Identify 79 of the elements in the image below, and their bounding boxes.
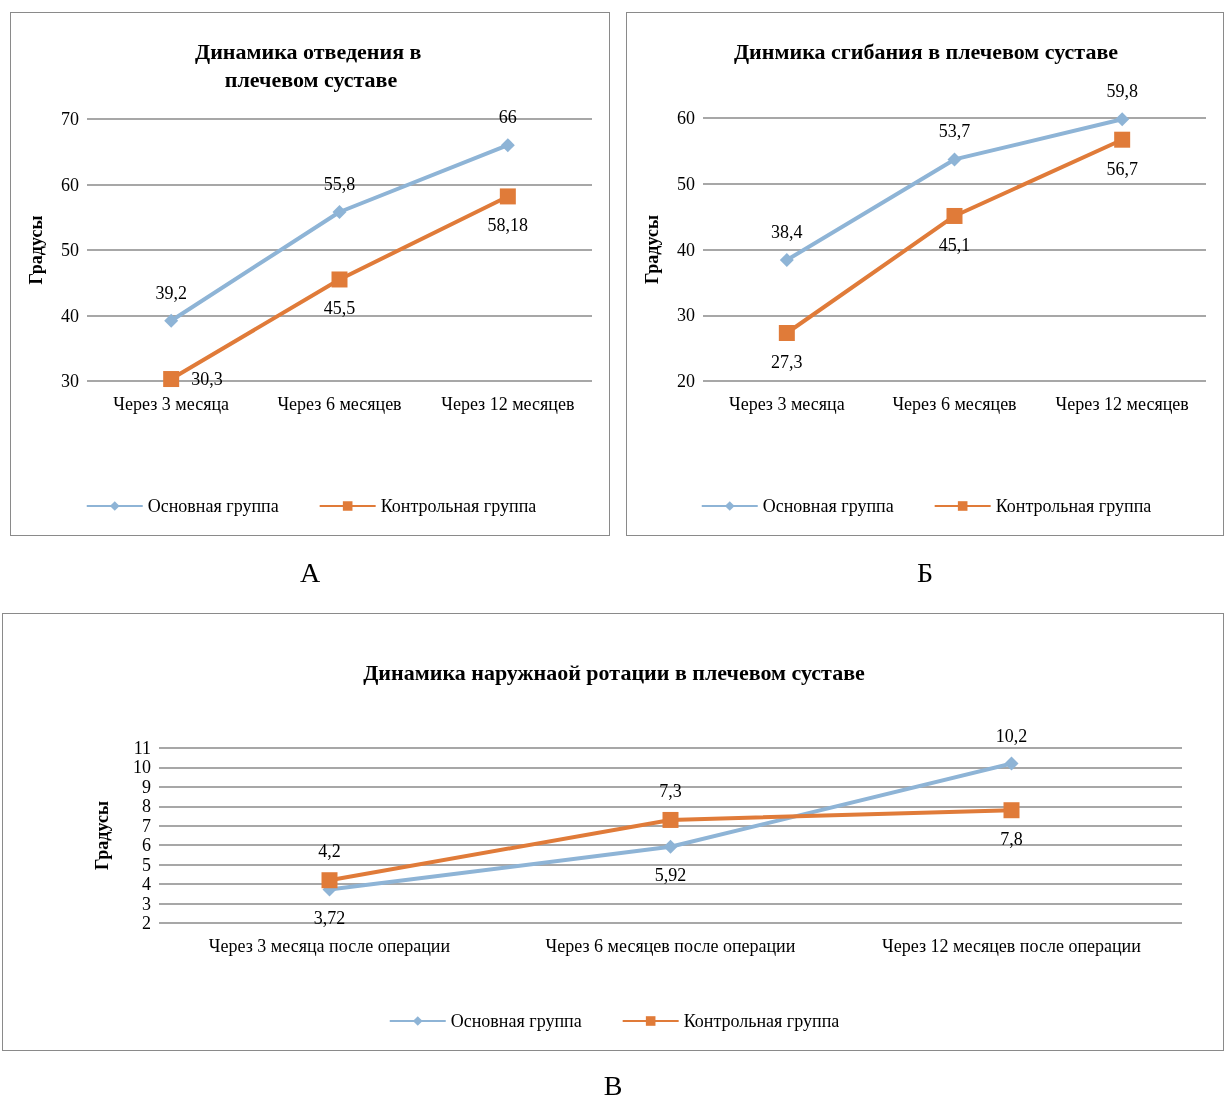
text: В	[602, 1070, 624, 1102]
y-tick-label: 40	[677, 239, 695, 260]
y-tick-label: 2	[142, 913, 151, 933]
point	[1115, 112, 1130, 127]
point	[164, 313, 179, 328]
y-tick-label: 30	[677, 305, 695, 326]
y-tick-label: 9	[142, 776, 151, 797]
point	[499, 188, 516, 205]
point	[1004, 756, 1019, 771]
y-tick-label: 10	[133, 757, 151, 778]
data-label: 45,1	[938, 234, 971, 255]
text: А	[298, 557, 322, 589]
point	[321, 872, 338, 889]
data-label: 39,2	[155, 282, 187, 303]
data-label: 5,92	[654, 864, 687, 885]
data-label: 30,3	[191, 369, 223, 390]
point	[332, 205, 347, 220]
point	[163, 371, 180, 388]
y-tick-label: 6	[142, 835, 151, 856]
x-tick-label: Через 6 месяцев	[277, 394, 402, 414]
data-label: 53,7	[938, 121, 971, 142]
y-axis-title: Градусы	[92, 801, 112, 870]
point	[947, 152, 962, 167]
data-label: 59,8	[1106, 81, 1138, 102]
x-tick-label: Через 6 месяцев	[892, 394, 1017, 414]
y-tick-label: 11	[133, 738, 151, 758]
x-tick-label: Через 6 месяцев после операции	[545, 936, 796, 956]
point	[1003, 802, 1020, 819]
x-tick-label: Через 3 месяца после операции	[208, 936, 451, 956]
legend-label: Контрольная группа	[380, 496, 537, 516]
point	[331, 271, 348, 288]
data-label: 3,72	[313, 907, 346, 928]
y-tick-label: 40	[61, 305, 79, 326]
x-tick-label: Через 12 месяцев	[441, 394, 575, 414]
chart-title: Динамика наружнаой ротации в плечевом суставе	[363, 659, 865, 685]
x-tick-label: Через 12 месяцев	[1055, 394, 1189, 414]
chart-title: Динмика сгибания в плечевом суставе	[733, 38, 1119, 64]
y-axis-title: Градусы	[26, 215, 46, 285]
data-label: 55,8	[323, 174, 356, 195]
y-tick-label: 8	[142, 796, 151, 817]
y-tick-label: 20	[677, 371, 695, 391]
point	[778, 325, 795, 341]
y-tick-label: 3	[142, 893, 151, 914]
point	[779, 253, 794, 268]
y-tick-label: 30	[61, 371, 79, 391]
legend-label: Основная группа	[147, 496, 279, 516]
point	[663, 839, 678, 854]
data-label: 58,18	[487, 215, 529, 236]
data-label: 10,2	[995, 725, 1028, 746]
legend-label: Основная группа	[450, 1011, 582, 1031]
y-tick-label: 4	[142, 874, 151, 895]
chart-title: Динамика отведения в плечевом суставе	[195, 38, 427, 92]
x-tick-label: Через 3 месяца	[113, 394, 230, 414]
y-tick-label: 70	[61, 109, 79, 129]
x-tick-label: Через 12 месяцев после операции	[882, 936, 1142, 956]
data-label: 56,7	[1106, 158, 1138, 179]
data-label: 4,2	[318, 841, 341, 862]
y-tick-label: 50	[61, 240, 79, 260]
point	[500, 138, 515, 153]
data-label: 7,8	[1000, 829, 1023, 850]
y-tick-label: 60	[61, 174, 79, 195]
legend-label: Основная группа	[762, 496, 894, 516]
y-tick-label: 7	[142, 815, 151, 836]
point	[1114, 131, 1131, 148]
data-label: 27,3	[771, 352, 803, 372]
legend-label: Контрольная группа	[683, 1011, 840, 1031]
y-axis-title: Градусы	[642, 215, 662, 284]
data-label: 7,3	[659, 780, 682, 801]
data-label: 66	[498, 107, 517, 128]
point	[946, 207, 963, 224]
y-tick-label: 5	[142, 854, 151, 875]
data-label: 45,5	[323, 298, 356, 319]
text: Б	[915, 557, 935, 589]
point	[662, 811, 679, 828]
x-tick-label: Через 3 месяца	[728, 394, 845, 414]
legend-label: Контрольная группа	[995, 496, 1152, 516]
data-label: 38,4	[771, 222, 803, 243]
y-tick-label: 50	[677, 173, 695, 194]
y-tick-label: 60	[677, 108, 695, 128]
